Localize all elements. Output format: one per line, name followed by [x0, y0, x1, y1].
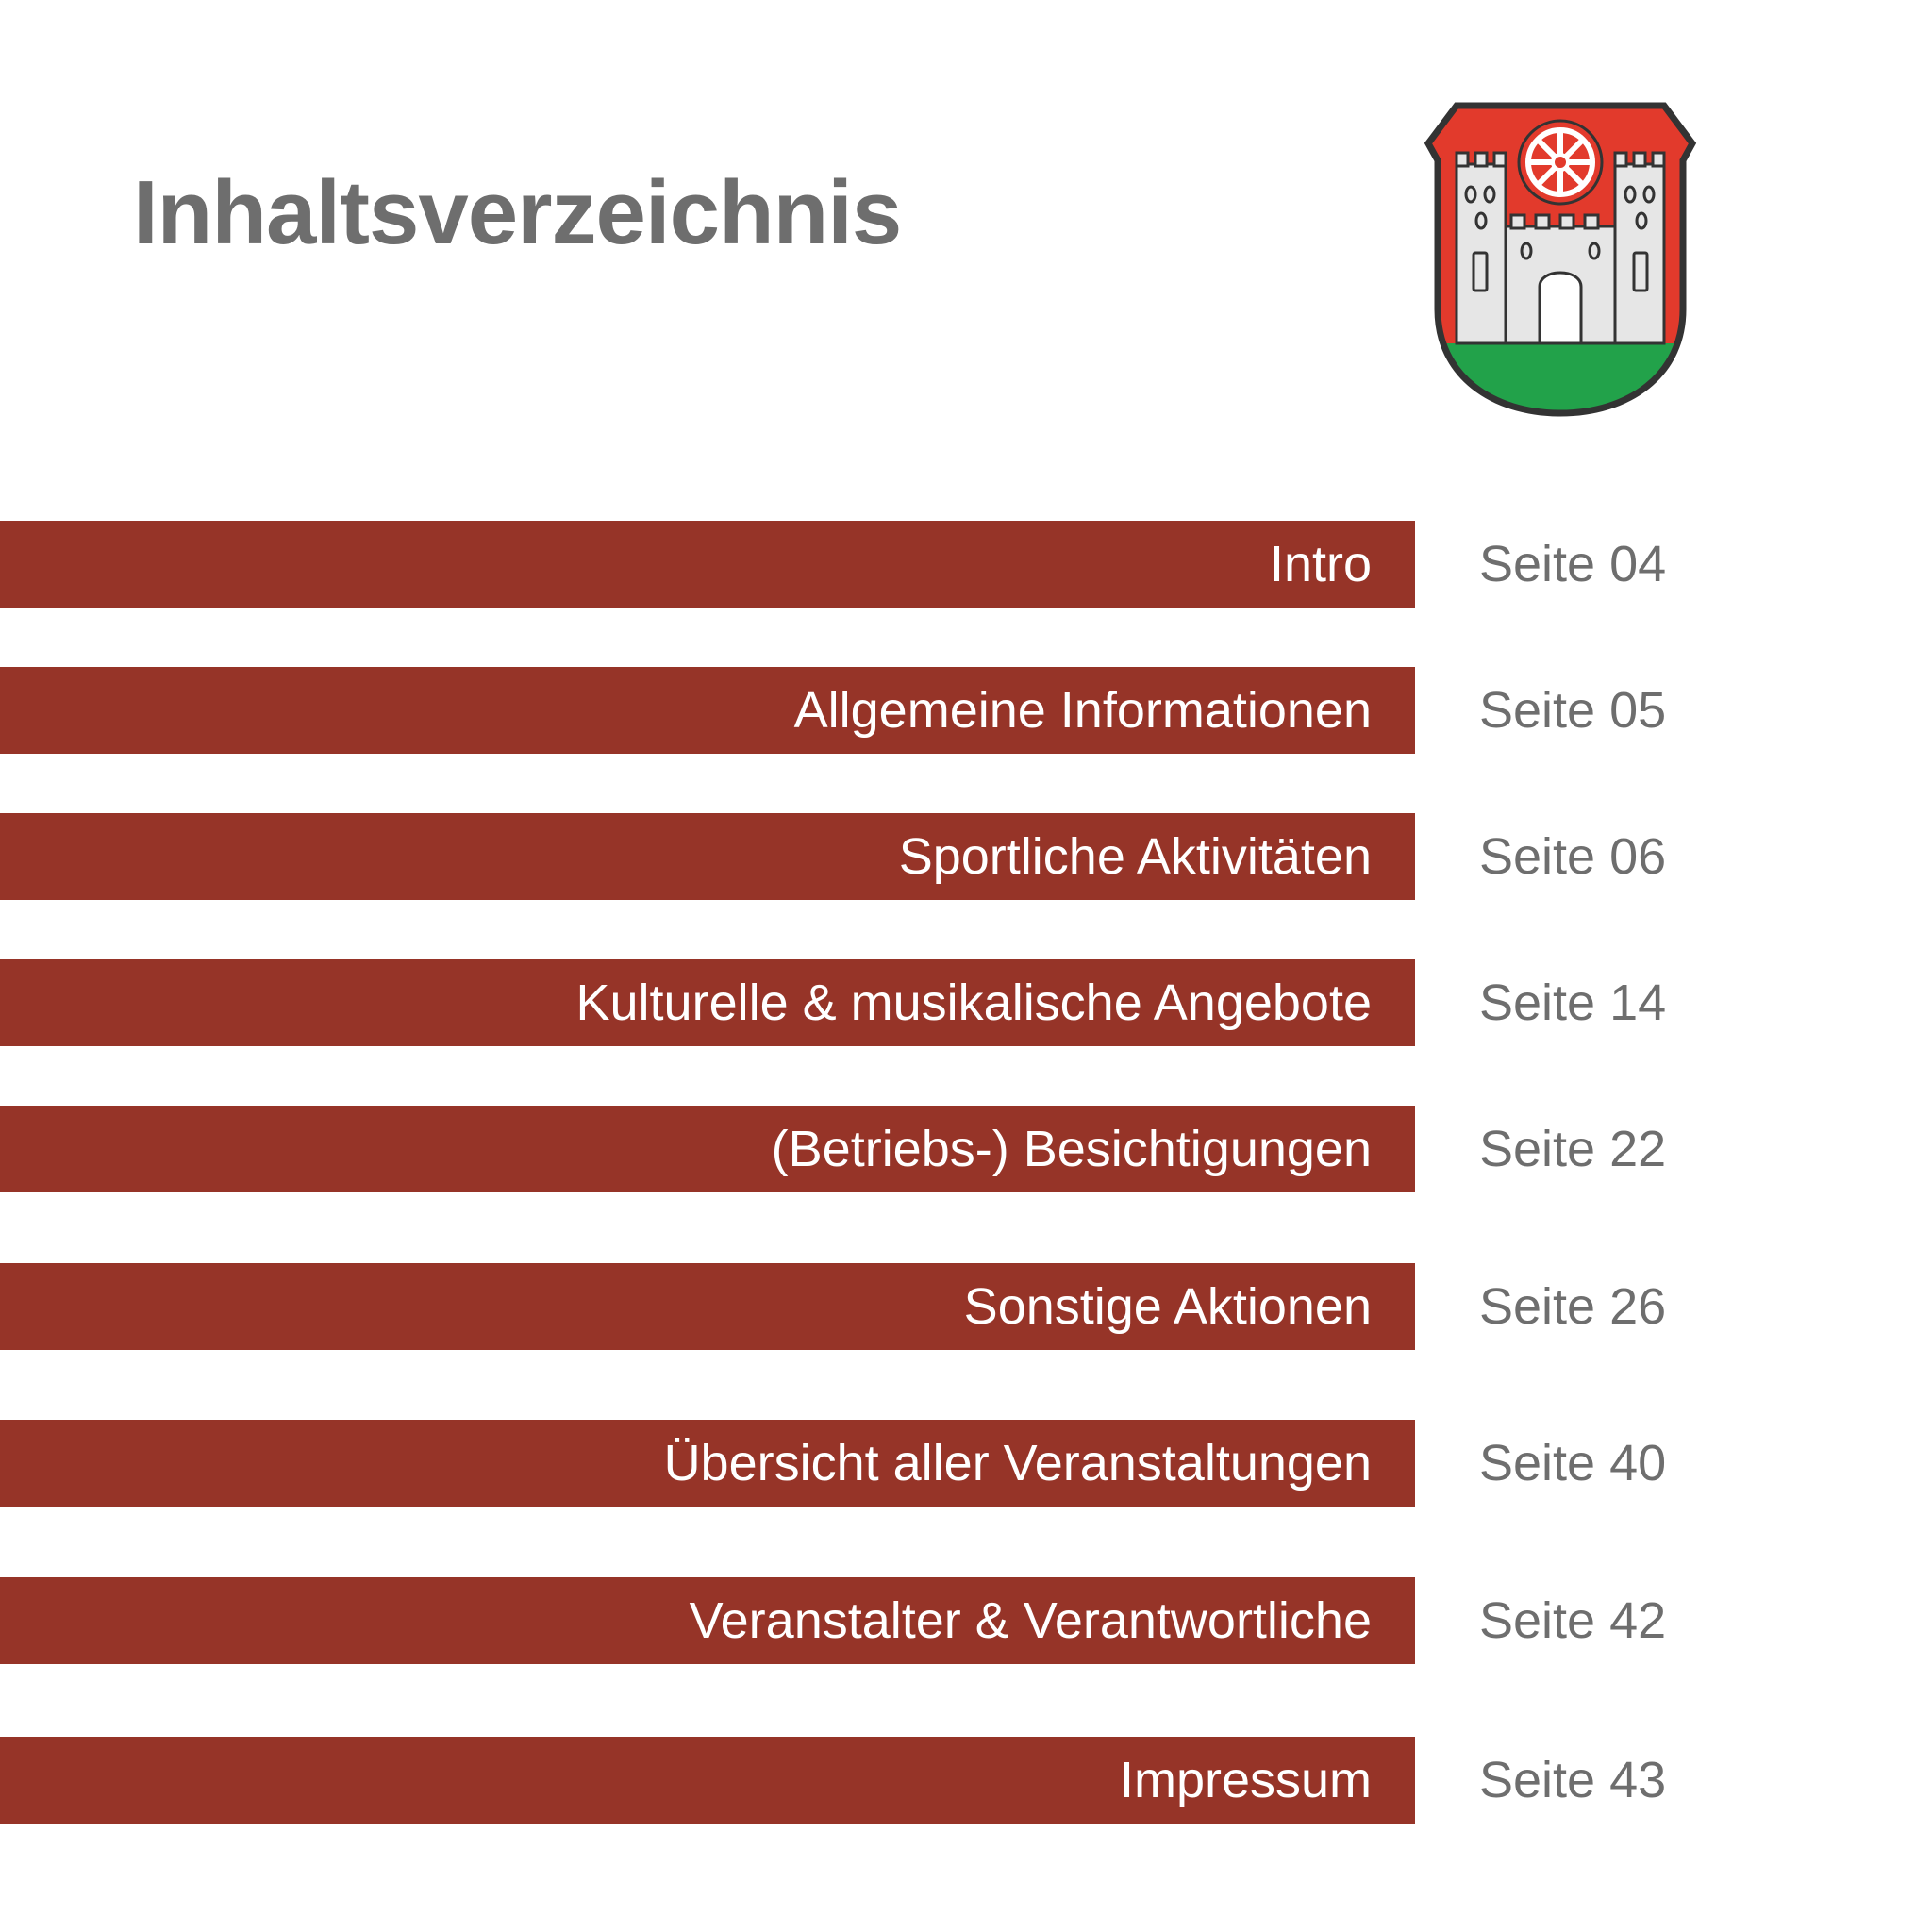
- toc-entry-page: Seite 06: [1479, 828, 1667, 885]
- toc-entry-bar: Allgemeine Informationen: [0, 667, 1415, 754]
- toc-entry[interactable]: Sportliche Aktivitäten Seite 06: [0, 813, 1932, 900]
- toc-entry-bar: Veranstalter & Verantwortliche: [0, 1577, 1415, 1664]
- toc-entry-bar: Impressum: [0, 1737, 1415, 1824]
- toc-entry-label: Kulturelle & musikalische Angebote: [575, 974, 1373, 1031]
- toc-entry[interactable]: Veranstalter & Verantwortliche Seite 42: [0, 1577, 1932, 1664]
- toc-entry-bar: Sonstige Aktionen: [0, 1263, 1415, 1350]
- toc-entry-page: Seite 22: [1479, 1121, 1667, 1177]
- toc-entry-label: Intro: [1269, 536, 1372, 592]
- toc-entry[interactable]: Allgemeine Informationen Seite 05: [0, 667, 1932, 754]
- coat-of-arms-icon: [1424, 102, 1697, 417]
- toc-entry-page: Seite 14: [1479, 974, 1667, 1031]
- toc-entry[interactable]: Impressum Seite 43: [0, 1737, 1932, 1824]
- toc-entry-bar: (Betriebs-) Besichtigungen: [0, 1106, 1415, 1192]
- toc-entry-page: Seite 40: [1479, 1435, 1667, 1491]
- toc-entry-bar: Sportliche Aktivitäten: [0, 813, 1415, 900]
- toc-entry[interactable]: Übersicht aller Veranstaltungen Seite 40: [0, 1420, 1932, 1507]
- toc-entry-page: Seite 04: [1479, 536, 1667, 592]
- toc-entry[interactable]: Sonstige Aktionen Seite 26: [0, 1263, 1932, 1350]
- toc-entry-bar: Kulturelle & musikalische Angebote: [0, 959, 1415, 1046]
- toc-entry-label: Sonstige Aktionen: [963, 1278, 1372, 1335]
- toc-entry-label: Sportliche Aktivitäten: [898, 828, 1372, 885]
- toc-entry[interactable]: (Betriebs-) Besichtigungen Seite 22: [0, 1106, 1932, 1192]
- toc-entry-label: Übersicht aller Veranstaltungen: [663, 1435, 1372, 1491]
- toc-entry[interactable]: Kulturelle & musikalische Angebote Seite…: [0, 959, 1932, 1046]
- toc-entry-page: Seite 43: [1479, 1752, 1667, 1808]
- page-title: Inhaltsverzeichnis: [133, 162, 902, 263]
- toc-entry[interactable]: Intro Seite 04: [0, 521, 1932, 608]
- toc-entry-label: Allgemeine Informationen: [793, 682, 1372, 739]
- toc-entry-bar: Intro: [0, 521, 1415, 608]
- toc-entry-page: Seite 42: [1479, 1592, 1667, 1649]
- toc-entry-bar: Übersicht aller Veranstaltungen: [0, 1420, 1415, 1507]
- toc-entry-label: Veranstalter & Verantwortliche: [689, 1592, 1372, 1649]
- toc-entry-label: Impressum: [1119, 1752, 1372, 1808]
- toc-entry-label: (Betriebs-) Besichtigungen: [771, 1121, 1372, 1177]
- toc-entry-page: Seite 05: [1479, 682, 1667, 739]
- toc-entry-page: Seite 26: [1479, 1278, 1667, 1335]
